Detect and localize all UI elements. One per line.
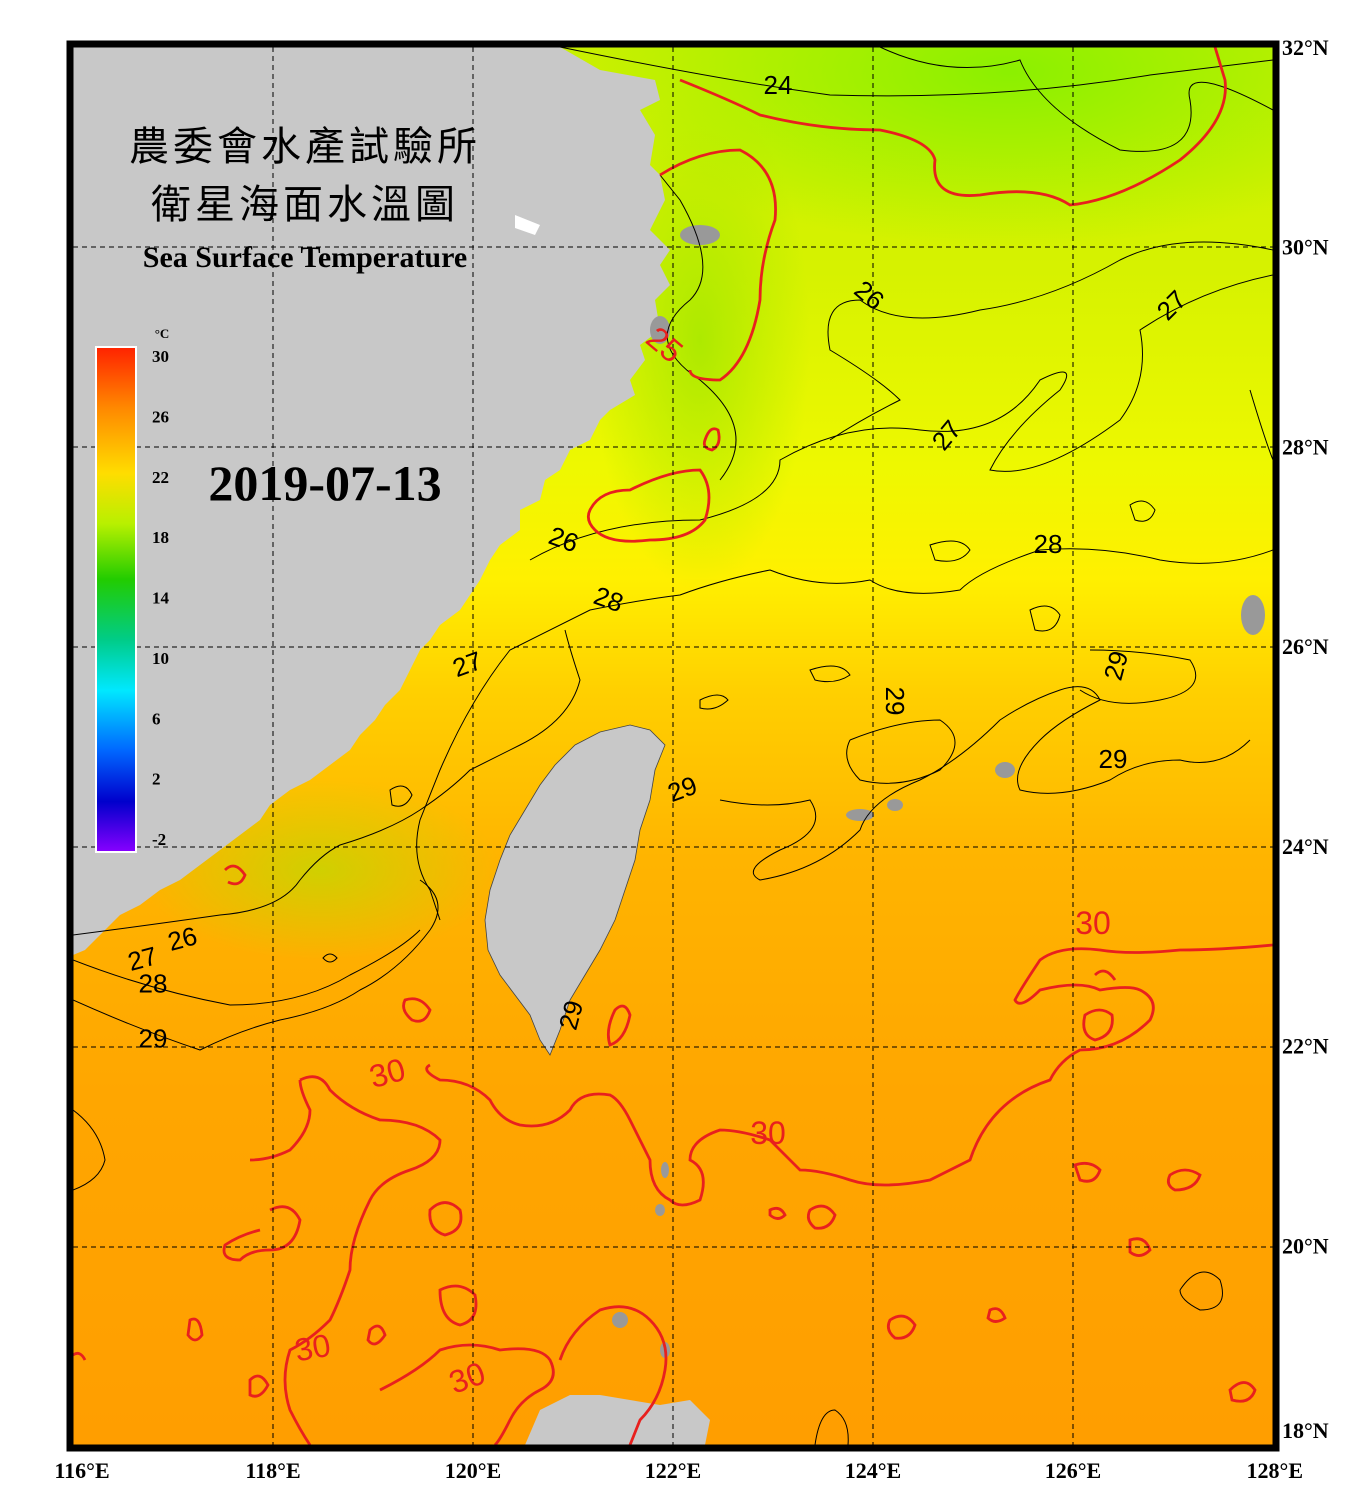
lat-label-4: 24°N xyxy=(1282,834,1329,859)
lon-label-3: 122°E xyxy=(645,1458,701,1483)
title-line2: 衛星海面水溫圖 xyxy=(151,182,459,228)
contour-label-6: 28 xyxy=(1034,529,1063,559)
lat-label-5: 22°N xyxy=(1282,1034,1329,1059)
colorbar-tick-1: 26 xyxy=(152,407,169,426)
lon-label-5: 126°E xyxy=(1045,1458,1101,1483)
colorbar-tick-3: 18 xyxy=(152,528,169,547)
lat-label-0: 32°N xyxy=(1282,35,1329,60)
contour-label-18: 30 xyxy=(1075,905,1111,941)
lon-label-1: 118°E xyxy=(245,1458,300,1483)
contours-black xyxy=(73,47,1273,1445)
lon-label-4: 124°E xyxy=(845,1458,901,1483)
longitude-labels: 116°E 118°E 120°E 122°E 124°E 126°E 128°E xyxy=(54,1458,1303,1483)
date-label: 2019-07-13 xyxy=(208,455,441,511)
colorbar-tick-7: 2 xyxy=(152,770,161,789)
lat-label-2: 28°N xyxy=(1282,434,1329,459)
latitude-labels: 32°N 30°N 28°N 26°N 24°N 22°N 20°N 18°N xyxy=(1282,35,1329,1443)
colorbar-unit: °C xyxy=(155,326,170,341)
lon-label-6: 128°E xyxy=(1247,1458,1303,1483)
grid-lines xyxy=(73,47,1273,1445)
contour-label-10: 29 xyxy=(880,687,910,716)
contour-label-16: 29 xyxy=(139,1023,168,1053)
colorbar-tick-4: 14 xyxy=(152,589,170,608)
lat-label-6: 20°N xyxy=(1282,1233,1329,1258)
colorbar: °C 30 26 22 18 14 10 6 2 -2 xyxy=(95,326,170,853)
contour-label-11: 29 xyxy=(1099,744,1128,774)
title-english: Sea Surface Temperature xyxy=(143,241,467,274)
lon-label-0: 116°E xyxy=(54,1458,109,1483)
contour-label-21: 30 xyxy=(292,1327,333,1369)
islands xyxy=(612,225,1265,1358)
colorbar-tick-2: 22 xyxy=(152,468,169,487)
contour-label-0: 24 xyxy=(764,70,793,100)
contour-label-15: 28 xyxy=(139,969,168,999)
contours-red xyxy=(73,47,1273,1445)
lat-label-7: 18°N xyxy=(1282,1418,1329,1443)
colorbar-gradient xyxy=(95,346,137,853)
land-taiwan xyxy=(484,724,666,1056)
title-line1: 農委會水產試驗所 xyxy=(129,124,481,170)
colorbar-ticks: 30 26 22 18 14 10 6 2 -2 xyxy=(152,347,170,849)
land-mainland-china xyxy=(73,47,670,955)
land-luzon xyxy=(525,1395,710,1445)
contour-label-20: 30 xyxy=(750,1115,786,1151)
river-mouth xyxy=(515,215,540,235)
lon-label-2: 120°E xyxy=(445,1458,501,1483)
colorbar-tick-5: 10 xyxy=(152,649,169,668)
map-frame xyxy=(66,40,1280,1452)
colorbar-tick-0: 30 xyxy=(152,347,169,366)
colorbar-tick-8: -2 xyxy=(152,830,166,849)
lat-label-1: 30°N xyxy=(1282,235,1329,260)
colorbar-tick-6: 6 xyxy=(152,709,161,728)
lat-label-3: 26°N xyxy=(1282,634,1329,659)
